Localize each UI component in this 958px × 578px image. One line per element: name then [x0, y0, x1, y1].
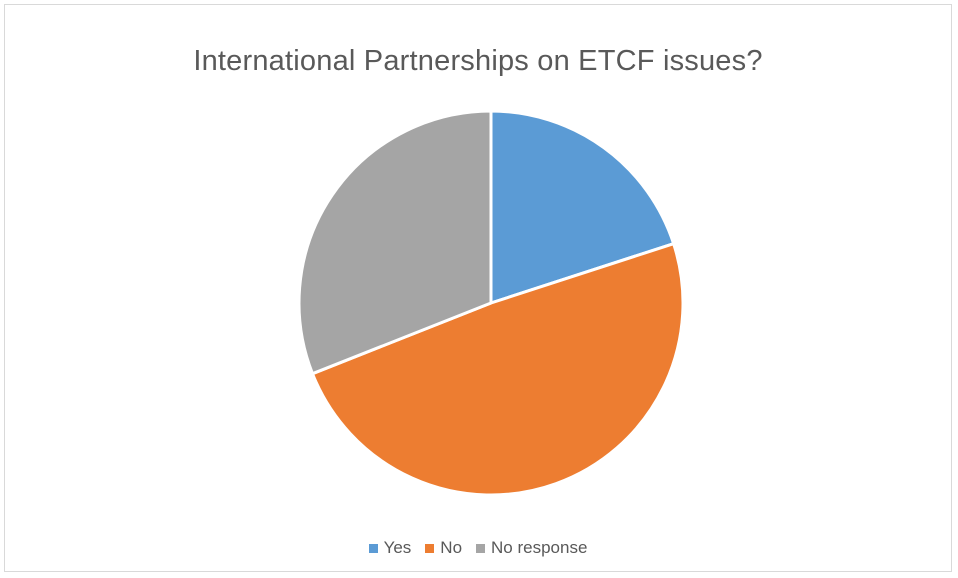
legend-swatch — [476, 543, 486, 553]
legend-item-no: No — [425, 538, 462, 558]
pie-plot — [297, 109, 685, 497]
pie-slice-no — [310, 242, 685, 497]
legend-label: No response — [491, 538, 588, 557]
pie-slice-yes — [489, 109, 676, 305]
legend-label: No — [440, 538, 463, 557]
legend-label: Yes — [383, 538, 412, 557]
chart-area: International Partnerships on ETCF issue… — [4, 4, 952, 572]
legend-swatch — [368, 543, 378, 553]
chart-title: International Partnerships on ETCF issue… — [193, 45, 763, 77]
legend-item-yes: Yes — [368, 538, 412, 558]
legend-item-no-response: No response — [476, 538, 587, 558]
pie-slice-no-response — [297, 109, 493, 376]
legend-swatch — [425, 543, 435, 553]
chart-legend: Yes No No response — [5, 538, 951, 558]
